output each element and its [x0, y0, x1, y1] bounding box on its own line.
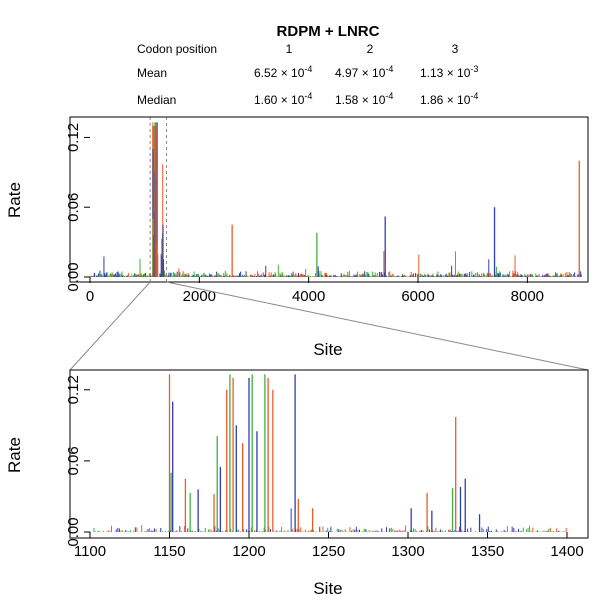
y-tick-label: 0.06 [65, 193, 82, 222]
bottom-x-axis-label: Site [313, 579, 342, 598]
y-tick-label: 0.12 [65, 375, 82, 404]
bottom-x-axis: 1100 1150 1200 1250 1300 1350 1400 [74, 532, 584, 560]
stats-table: Codon position 1 2 3 Mean 6.52 × 10-4 4.97… [137, 42, 478, 107]
stats-value: 1.60 × 10-4 [254, 91, 312, 107]
x-tick-label: 1250 [312, 543, 345, 560]
top-x-axis-label: Site [313, 340, 342, 359]
stats-value: 6.52 × 10-4 [254, 64, 312, 80]
y-tick-label: 0.12 [65, 123, 82, 152]
bottom-panel: 1100 1150 1200 1250 1300 1350 1400 0.00 0.06 0.1… [5, 369, 589, 598]
top-panel: 0 2000 4000 6000 8000 0.00 0.06 0.12 Site Rate [5, 116, 589, 359]
top-y-axis-label: Rate [5, 182, 24, 218]
stats-value: 1.86 × 10-4 [420, 91, 478, 107]
stats-header-label: Codon position [137, 42, 217, 56]
zoom-connector-left [69, 281, 151, 371]
top-x-axis: 0 2000 4000 6000 8000 [86, 277, 544, 305]
x-tick-label: 1300 [391, 543, 424, 560]
x-tick-label: 8000 [511, 288, 544, 305]
x-tick-label: 4000 [292, 288, 325, 305]
bottom-y-axis: 0.00 0.06 0.12 [65, 375, 90, 547]
stats-value: 1.13 × 10-3 [420, 64, 478, 80]
bottom-rate-marks [90, 374, 567, 532]
x-tick-label: 0 [86, 288, 94, 305]
stats-header-1: 1 [286, 42, 293, 56]
bottom-y-axis-label: Rate [5, 437, 24, 473]
x-tick-label: 1150 [153, 543, 185, 560]
stats-row-label: Median [137, 93, 176, 107]
stats-value: 1.58 × 10-4 [335, 91, 393, 107]
y-tick-label: 0.06 [65, 446, 82, 475]
stats-header-3: 3 [452, 42, 459, 56]
x-tick-label: 6000 [401, 288, 434, 305]
stats-header-2: 2 [367, 42, 374, 56]
x-tick-label: 1400 [550, 543, 583, 560]
stats-row-label: Mean [137, 66, 167, 80]
x-tick-label: 1200 [232, 543, 265, 560]
top-plot-frame [69, 116, 589, 283]
chart-title: RDPM + LNRC [277, 23, 380, 40]
y-tick-label: 0.00 [65, 262, 82, 291]
x-tick-label: 1350 [471, 543, 504, 560]
bottom-plot-frame [69, 369, 589, 539]
top-y-axis: 0.00 0.06 0.12 [65, 123, 90, 292]
x-tick-label: 1100 [74, 543, 106, 560]
zoom-connector-right [166, 281, 589, 371]
x-tick-label: 2000 [183, 288, 216, 305]
stats-value: 4.97 × 10-4 [335, 64, 393, 80]
top-rate-marks [89, 117, 583, 282]
y-tick-label: 0.00 [65, 517, 82, 546]
